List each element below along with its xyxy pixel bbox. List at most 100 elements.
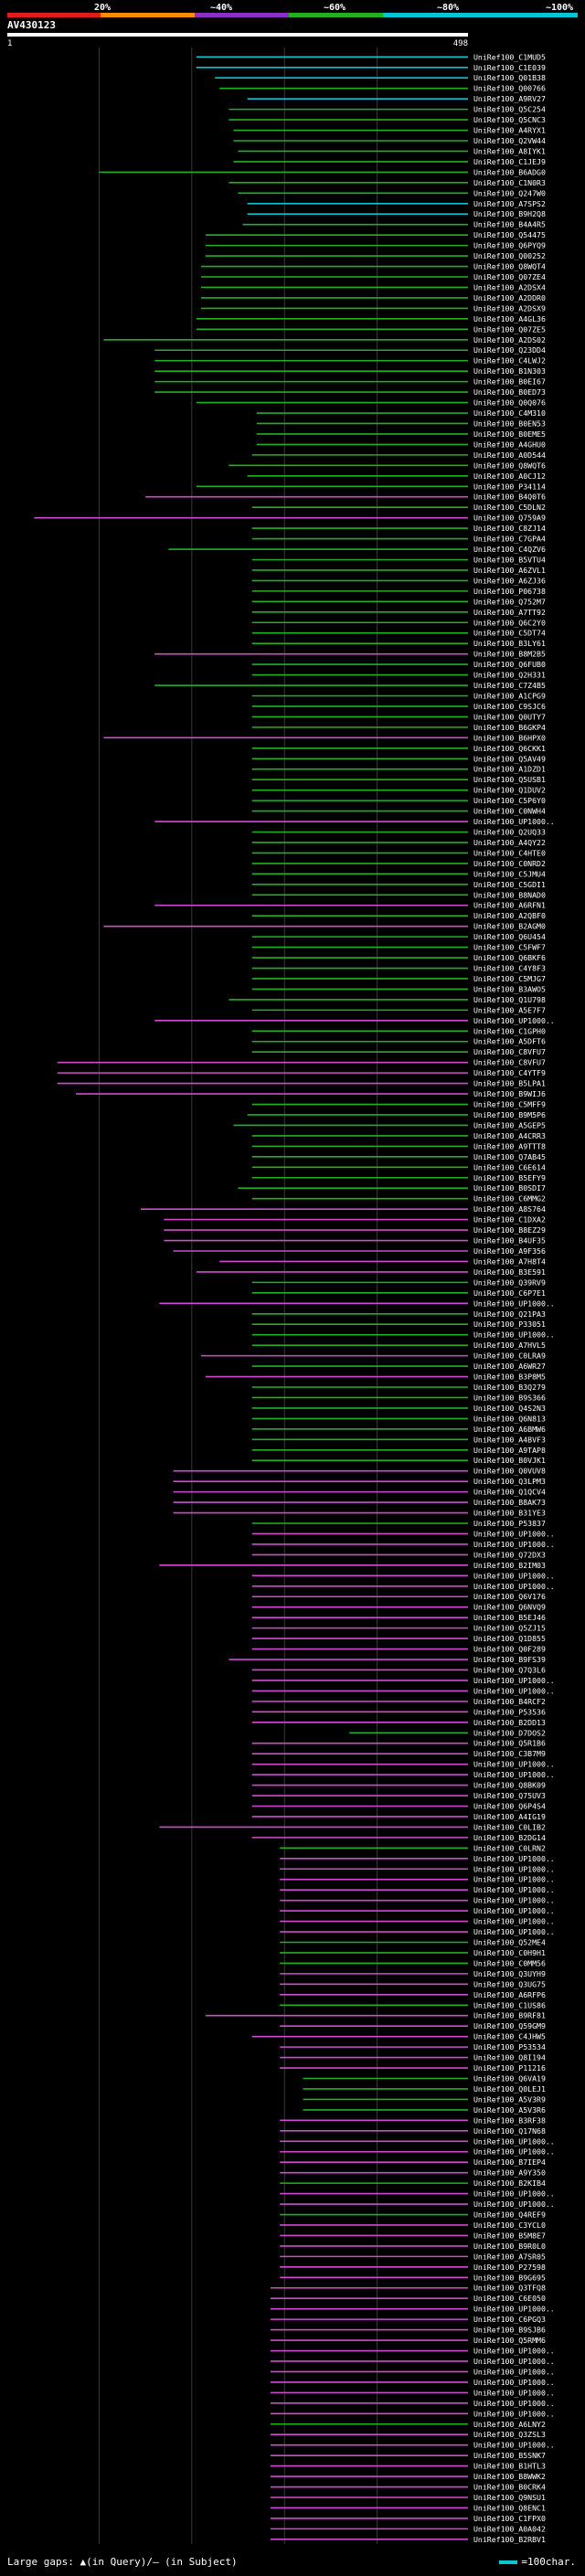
hit-label[interactable]: UniRef100_Q6NVQ9 [473, 1603, 546, 1612]
hit-row[interactable]: UniRef100_B31YE3 [173, 1509, 546, 1518]
hit-label[interactable]: UniRef100_C6E050 [473, 2294, 546, 2303]
hit-row[interactable]: UniRef100_A9Y350 [280, 2168, 546, 2178]
hit-row[interactable]: UniRef100_A0A042 [271, 2524, 546, 2533]
hit-label[interactable]: UniRef100_B5M8E7 [473, 2231, 546, 2240]
hit-row[interactable]: UniRef100_A6RFN1 [154, 901, 546, 910]
hit-row[interactable]: UniRef100_Q5CNC3 [229, 115, 546, 124]
hit-label[interactable]: UniRef100_P53837 [473, 1519, 546, 1528]
hit-row[interactable]: UniRef100_A6BMW6 [251, 1425, 546, 1434]
hit-row[interactable]: UniRef100_A6WR27 [251, 1362, 546, 1371]
hit-label[interactable]: UniRef100_Q07ZE4 [473, 272, 546, 281]
hit-row[interactable]: UniRef100_UP1000.. [271, 2388, 555, 2397]
hit-label[interactable]: UniRef100_A6RFN1 [473, 901, 546, 910]
hit-label[interactable]: UniRef100_B5EFY9 [473, 1173, 546, 1182]
hit-row[interactable]: UniRef100_A6ZJ36 [251, 576, 546, 585]
hit-row[interactable]: UniRef100_C0LRA9 [200, 1352, 546, 1361]
hit-label[interactable]: UniRef100_B0SDI7 [473, 1183, 546, 1193]
hit-row[interactable]: UniRef100_Q1D855 [251, 1634, 546, 1643]
hit-label[interactable]: UniRef100_Q39RV9 [473, 1277, 546, 1287]
hit-label[interactable]: UniRef100_B31YE3 [473, 1509, 546, 1518]
hit-row[interactable]: UniRef100_B0ED73 [154, 387, 546, 397]
hit-label[interactable]: UniRef100_C0LRA9 [473, 1352, 546, 1361]
hit-row[interactable]: UniRef100_UP1000.. [280, 1927, 555, 1936]
hit-row[interactable]: UniRef100_B2AGM0 [103, 922, 546, 931]
hit-row[interactable]: UniRef100_P33051 [251, 1320, 546, 1329]
hit-row[interactable]: UniRef100_A2QBF0 [251, 911, 546, 920]
hit-row[interactable]: UniRef100_P53536 [251, 1707, 546, 1716]
hit-label[interactable]: UniRef100_C5DLN2 [473, 503, 546, 512]
hit-row[interactable]: UniRef100_Q6BKF6 [251, 953, 546, 962]
hit-label[interactable]: UniRef100_UP1000.. [473, 2409, 555, 2418]
hit-label[interactable]: UniRef100_Q6V176 [473, 1592, 546, 1601]
hit-label[interactable]: UniRef100_B4RCF2 [473, 1697, 546, 1706]
hit-label[interactable]: UniRef100_A6ZJ36 [473, 576, 546, 585]
hit-label[interactable]: UniRef100_UP1000.. [473, 2347, 555, 2356]
hit-label[interactable]: UniRef100_A2DSX4 [473, 282, 546, 292]
hit-row[interactable]: UniRef100_Q8BK09 [251, 1781, 546, 1790]
hit-row[interactable]: UniRef100_B8M2B5 [154, 650, 546, 659]
hit-row[interactable]: UniRef100_Q75UV3 [251, 1791, 546, 1800]
hit-row[interactable]: UniRef100_Q21PA3 [251, 1309, 546, 1319]
hit-label[interactable]: UniRef100_UP1000.. [473, 1927, 555, 1936]
hit-label[interactable]: UniRef100_Q5AV49 [473, 754, 546, 763]
hit-row[interactable]: UniRef100_UP1000.. [271, 2367, 555, 2376]
hit-label[interactable]: UniRef100_A4RYX1 [473, 126, 546, 135]
hit-row[interactable]: UniRef100_Q5R1B6 [251, 1739, 546, 1748]
hit-label[interactable]: UniRef100_Q00252 [473, 251, 546, 260]
hit-label[interactable]: UniRef100_B8NAD0 [473, 890, 546, 899]
hit-row[interactable]: UniRef100_B8NAD0 [251, 890, 546, 899]
hit-row[interactable]: UniRef100_Q5USB1 [251, 775, 546, 784]
hit-label[interactable]: UniRef100_B6GKP4 [473, 723, 546, 732]
hit-label[interactable]: UniRef100_A9TAP8 [473, 1446, 546, 1455]
hit-label[interactable]: UniRef100_B2IM03 [473, 1561, 546, 1570]
hit-label[interactable]: UniRef100_A1DZD1 [473, 765, 546, 774]
hit-label[interactable]: UniRef100_C0NWH4 [473, 807, 546, 816]
hit-label[interactable]: UniRef100_Q5C254 [473, 105, 546, 114]
hit-label[interactable]: UniRef100_B2DG14 [473, 1833, 546, 1842]
hit-row[interactable]: UniRef100_Q247W0 [238, 188, 546, 197]
hit-label[interactable]: UniRef100_A9TTT8 [473, 1141, 546, 1150]
hit-row[interactable]: UniRef100_Q4REF9 [280, 2210, 546, 2220]
hit-label[interactable]: UniRef100_Q8I194 [473, 2053, 546, 2062]
hit-label[interactable]: UniRef100_Q01B38 [473, 73, 546, 82]
hit-label[interactable]: UniRef100_C4Y8F3 [473, 964, 546, 973]
hit-row[interactable]: UniRef100_Q2UQ33 [251, 828, 546, 837]
hit-label[interactable]: UniRef100_C4JHW5 [473, 2032, 546, 2041]
hit-row[interactable]: UniRef100_C6E614 [251, 1162, 546, 1171]
hit-label[interactable]: UniRef100_A6RFP6 [473, 1990, 546, 1999]
hit-row[interactable]: UniRef100_C0MM56 [280, 1958, 546, 1967]
hit-label[interactable]: UniRef100_C1MUD5 [473, 52, 546, 61]
hit-label[interactable]: UniRef100_A6LNY2 [473, 2420, 546, 2429]
hit-label[interactable]: UniRef100_Q1D855 [473, 1634, 546, 1643]
hit-label[interactable]: UniRef100_C5FWF7 [473, 943, 546, 952]
hit-label[interactable]: UniRef100_C4YTF9 [473, 1068, 546, 1077]
hit-row[interactable]: UniRef100_A6LNY2 [271, 2420, 546, 2429]
hit-label[interactable]: UniRef100_UP1000.. [473, 1016, 555, 1025]
hit-row[interactable]: UniRef100_B3RF38 [280, 2115, 546, 2125]
hit-row[interactable]: UniRef100_A7HVL5 [251, 1341, 546, 1350]
hit-row[interactable]: UniRef100_Q6VA19 [303, 2074, 546, 2083]
hit-label[interactable]: UniRef100_UP1000.. [473, 1582, 555, 1591]
hit-label[interactable]: UniRef100_UP1000.. [473, 2357, 555, 2366]
hit-row[interactable]: UniRef100_Q8I194 [280, 2053, 546, 2062]
hit-label[interactable]: UniRef100_B2KIB4 [473, 2178, 546, 2188]
hit-row[interactable]: UniRef100_A5V3R9 [303, 2094, 546, 2104]
hit-label[interactable]: UniRef100_P33051 [473, 1320, 546, 1329]
hit-label[interactable]: UniRef100_B2AGM0 [473, 922, 546, 931]
hit-row[interactable]: UniRef100_B1N303 [154, 366, 546, 376]
hit-row[interactable]: UniRef100_B3E591 [196, 1267, 546, 1277]
hit-row[interactable]: UniRef100_UP1000.. [271, 2399, 555, 2408]
hit-label[interactable]: UniRef100_P27598 [473, 2263, 546, 2272]
hit-label[interactable]: UniRef100_Q0LEJ1 [473, 2084, 546, 2094]
hit-row[interactable]: UniRef100_Q759A9 [34, 514, 546, 523]
hit-label[interactable]: UniRef100_Q5CNC3 [473, 115, 546, 124]
hit-label[interactable]: UniRef100_C1DXA2 [473, 1215, 546, 1224]
hit-row[interactable]: UniRef100_B8EZ29 [164, 1225, 546, 1235]
hit-label[interactable]: UniRef100_A2DDR0 [473, 293, 546, 302]
hit-label[interactable]: UniRef100_A7TT92 [473, 608, 546, 617]
hit-label[interactable]: UniRef100_B1HTL3 [473, 2462, 546, 2471]
hit-label[interactable]: UniRef100_Q3UG75 [473, 1979, 546, 1988]
hit-label[interactable]: UniRef100_Q7AB45 [473, 1152, 546, 1161]
hit-label[interactable]: UniRef100_Q59GM9 [473, 2021, 546, 2030]
hit-label[interactable]: UniRef100_UP1000.. [473, 2147, 555, 2157]
